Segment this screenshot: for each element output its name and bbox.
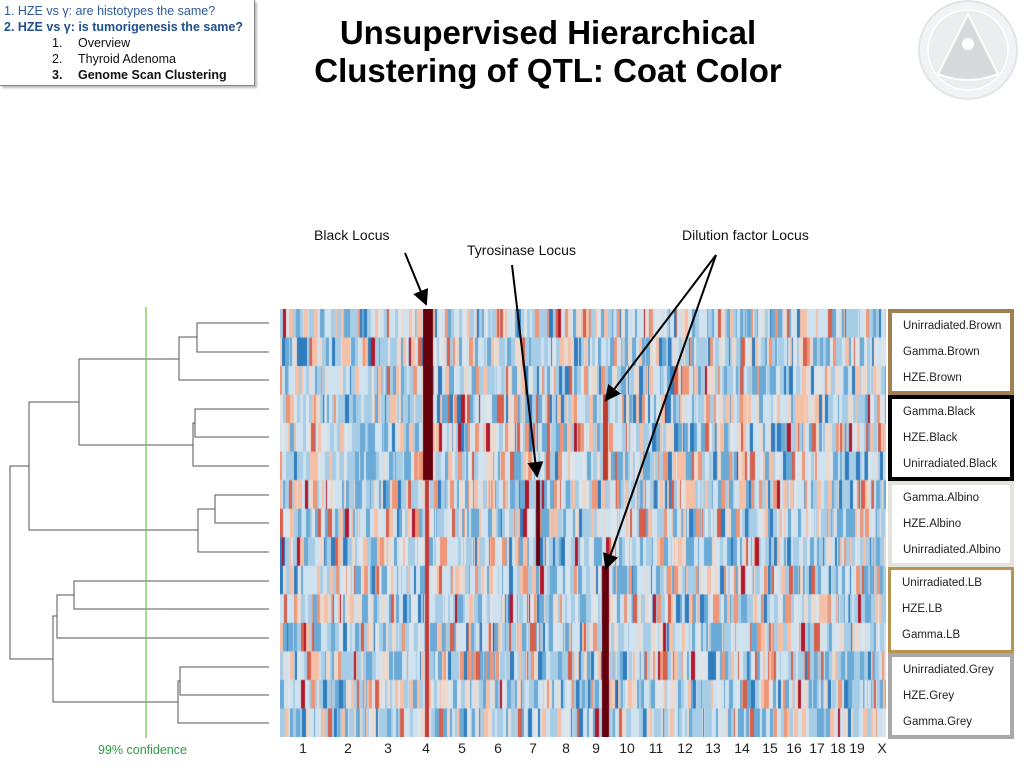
label: Overview [78, 36, 131, 50]
row-label: HZE.Brown [903, 372, 962, 384]
row-label: Gamma.Black [903, 406, 976, 418]
heatmap [280, 309, 886, 737]
chromosome-tick-label: X [877, 740, 887, 756]
black-locus-arrow [404, 252, 429, 306]
chromosome-tick-label: 8 [562, 740, 570, 756]
row-label: HZE.LB [902, 603, 943, 615]
group-box-grey: Unirradiated.Grey HZE.Grey Gamma.Grey [888, 653, 1014, 739]
num: 2. [52, 52, 63, 66]
outline-subitem-3[interactable]: 3. Genome Scan Clustering [0, 67, 254, 83]
chromosome-tick-label: 5 [458, 740, 466, 756]
chromosome-tick-label: 11 [648, 740, 664, 756]
row-label: HZE.Albino [903, 518, 962, 530]
chromosome-tick-label: 6 [494, 740, 502, 756]
chromosome-tick-label: 14 [734, 740, 750, 756]
title-line-1: Unsupervised Hierarchical [339, 14, 757, 51]
tyrosinase-locus-label: Tyrosinase Locus [467, 242, 576, 258]
group-box-black: Gamma.Black HZE.Black Unirradiated.Black [888, 395, 1014, 481]
chromosome-tick-label: 16 [786, 740, 802, 756]
row-label: Unirradiated.Black [903, 458, 997, 470]
chromosome-tick-label: 1 [299, 740, 307, 756]
chromosome-tick-label: 19 [849, 740, 865, 756]
chromosome-tick-label: 2 [344, 740, 352, 756]
chromosome-tick-label: 7 [529, 740, 537, 756]
outline-box: 1. HZE vs γ: are histotypes the same? 2.… [0, 0, 255, 86]
chromosome-tick-label: 12 [677, 740, 693, 756]
row-label: Unirradiated.Brown [903, 320, 1002, 332]
row-label: HZE.Grey [903, 690, 955, 702]
outline-item-2[interactable]: 2. HZE vs γ: is tumorigenesis the same? [4, 20, 243, 34]
row-label: Gamma.Albino [903, 492, 980, 504]
black-locus-label: Black Locus [314, 227, 390, 243]
chromosome-tick-label: 15 [762, 740, 778, 756]
tyrosinase-locus-arrow [511, 264, 544, 478]
num: 3. [52, 68, 63, 82]
row-label: Unirradiated.Grey [903, 664, 994, 676]
chromosome-tick-label: 17 [809, 740, 825, 756]
label: Thyroid Adenoma [78, 52, 176, 66]
row-label: Gamma.Brown [903, 346, 980, 358]
chromosome-tick-label: 13 [705, 740, 721, 756]
chromosome-tick-label: 18 [830, 740, 846, 756]
locus-arrows [404, 252, 717, 570]
dilution-arrow-black [604, 254, 717, 402]
group-box-albino: Gamma.Albino HZE.Albino Unirradiated.Albin… [888, 481, 1014, 567]
row-label: Gamma.LB [902, 629, 961, 641]
dendrogram [9, 322, 269, 724]
row-label: HZE.Black [903, 432, 958, 444]
outline-item-1[interactable]: 1. HZE vs γ: are histotypes the same? [4, 4, 216, 18]
chromosome-tick-label: 9 [592, 740, 600, 756]
group-box-lb: Unirradiated.LB HZE.LB Gamma.LB [888, 567, 1014, 653]
slide-title: Unsupervised Hierarchical Clustering of … [290, 14, 806, 90]
row-label: Unirradiated.Albino [903, 544, 1001, 556]
chromosome-tick-label: 3 [384, 740, 392, 756]
outline-subitem-1[interactable]: 1. Overview [0, 35, 254, 51]
row-label: Gamma.Grey [903, 716, 973, 728]
chromosome-tick-label: 10 [619, 740, 635, 756]
program-seal-logo [918, 0, 1018, 100]
label: Genome Scan Clustering [78, 68, 227, 82]
dilution-arrow-lb [603, 254, 717, 570]
row-label: Unirradiated.LB [902, 577, 982, 589]
dilution-locus-label: Dilution factor Locus [682, 227, 809, 243]
confidence-label: 99% confidence [98, 743, 187, 757]
outline-subitem-2[interactable]: 2. Thyroid Adenoma [0, 51, 254, 67]
chromosome-tick-label: 4 [422, 740, 430, 756]
group-box-brown: Unirradiated.Brown Gamma.Brown HZE.Brown [888, 309, 1014, 395]
num: 1. [52, 36, 63, 50]
title-line-2: Clustering of QTL: Coat Color [314, 52, 782, 89]
